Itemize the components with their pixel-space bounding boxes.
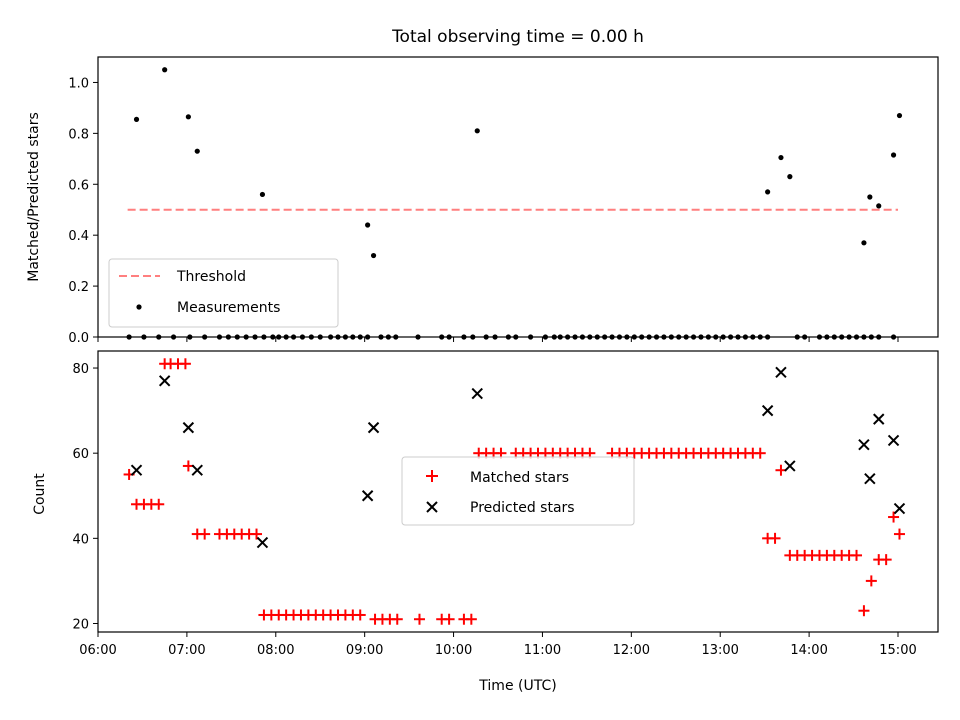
x-tick-label: 06:00 xyxy=(79,643,116,658)
measurement-point xyxy=(896,112,903,119)
matched-star-point xyxy=(443,613,455,625)
predicted-star-point xyxy=(864,473,876,485)
ratio-plot-area xyxy=(127,67,903,259)
legend-predicted-swatch xyxy=(426,501,438,513)
bottom-legend: Matched stars Predicted stars xyxy=(401,456,635,526)
x-tick-label: 11:00 xyxy=(524,643,561,658)
predicted-star-point xyxy=(873,413,885,425)
legend-matched-label: Matched stars xyxy=(470,470,569,486)
measurement-point xyxy=(259,191,266,198)
measurement-point xyxy=(787,174,793,180)
measurement-points xyxy=(133,67,903,259)
measurement-point xyxy=(861,240,867,246)
matched-star-point xyxy=(865,575,877,587)
predicted-star-point xyxy=(858,438,870,451)
bottom-y-axis-label: Count xyxy=(32,473,48,515)
predicted-star-point xyxy=(130,464,143,476)
matched-star-point xyxy=(413,613,425,625)
bottom-y-tick-label: 20 xyxy=(72,617,89,632)
top-legend: Threshold Measurements xyxy=(108,258,339,328)
top-legend-box xyxy=(108,258,339,328)
top-y-tick-label: 0.8 xyxy=(68,127,89,142)
measurement-point xyxy=(133,116,140,122)
measurement-point xyxy=(370,252,377,259)
x-tick-label: 13:00 xyxy=(701,643,738,658)
matched-star-point xyxy=(251,528,263,540)
predicted-star-point xyxy=(471,387,483,400)
legend-measurements-label: Measurements xyxy=(177,300,280,316)
predicted-star-point xyxy=(761,404,774,417)
matched-star-point xyxy=(888,511,900,523)
top-y-tick-label: 1.0 xyxy=(68,76,89,91)
legend-matched-swatch xyxy=(426,470,438,482)
legend-threshold-label: Threshold xyxy=(176,269,246,285)
top-y-ticks: 0.0 0.2 0.4 0.6 0.8 1.0 xyxy=(68,76,98,346)
top-y-tick-label: 0.2 xyxy=(68,280,89,295)
top-y-tick-label: 0.6 xyxy=(68,178,89,193)
matched-star-point xyxy=(153,498,165,510)
x-axis-label: Time (UTC) xyxy=(478,678,556,694)
predicted-star-point xyxy=(361,490,374,502)
matched-star-point xyxy=(465,613,477,625)
x-tick-label: 10:00 xyxy=(435,643,472,658)
measurement-point xyxy=(867,194,873,200)
matched-star-point xyxy=(880,554,892,566)
measurement-point xyxy=(185,114,191,120)
matched-star-point xyxy=(754,447,766,459)
legend-measurements-swatch xyxy=(136,304,142,310)
chart-title: Total observing time = 0.00 h xyxy=(391,27,644,47)
matched-stars-points xyxy=(123,358,905,625)
measurement-point xyxy=(162,67,168,73)
measurement-point xyxy=(765,189,771,195)
predicted-star-point xyxy=(191,464,203,476)
matched-star-point xyxy=(391,613,403,625)
x-tick-label: 14:00 xyxy=(790,643,827,658)
ratio-panel: 0.0 0.2 0.4 0.6 0.8 1.0 Matched/Predicted sta… xyxy=(26,56,939,346)
matched-star-point xyxy=(893,528,905,540)
measurement-point xyxy=(876,203,882,209)
legend-predicted-label: Predicted stars xyxy=(470,500,575,516)
predicted-star-point xyxy=(256,536,269,549)
measurement-point xyxy=(365,222,371,228)
matched-star-point xyxy=(858,605,870,617)
x-tick-label: 15:00 xyxy=(879,643,916,658)
count-plot-area xyxy=(123,358,906,625)
matched-star-point xyxy=(354,609,366,621)
x-tick-label: 12:00 xyxy=(613,643,650,658)
top-y-axis-label: Matched/Predicted stars xyxy=(26,112,42,282)
bottom-x-ticks: 06:00 07:00 08:00 09:00 10:00 11:00 12:00 13:00… xyxy=(79,632,917,658)
matched-star-point xyxy=(199,528,211,540)
top-axes-frame xyxy=(97,56,939,338)
predicted-star-point xyxy=(158,375,171,387)
predicted-star-point xyxy=(367,421,380,434)
predicted-star-point xyxy=(893,502,906,515)
matched-star-point xyxy=(851,549,863,561)
bottom-y-tick-label: 60 xyxy=(72,447,89,462)
measurement-point xyxy=(890,152,897,158)
count-panel: 20 40 60 80 06:00 07:00 08:00 09:00 10:00 11:00 1… xyxy=(32,350,939,694)
bottom-y-ticks: 20 40 60 80 xyxy=(72,362,98,632)
x-tick-label: 09:00 xyxy=(346,643,383,658)
x-tick-label: 08:00 xyxy=(257,643,294,658)
predicted-star-point xyxy=(887,434,900,447)
measurement-point xyxy=(194,148,200,154)
top-x-ticks xyxy=(97,337,899,342)
predicted-star-point xyxy=(784,460,796,472)
top-y-tick-label: 0.0 xyxy=(68,331,89,346)
bottom-legend-box xyxy=(401,456,635,526)
measurement-point xyxy=(474,128,480,134)
predicted-stars-points xyxy=(130,366,906,549)
bottom-y-tick-label: 80 xyxy=(72,362,89,377)
matched-star-point xyxy=(769,532,781,544)
bottom-y-tick-label: 40 xyxy=(72,532,89,547)
matched-star-point xyxy=(179,358,191,370)
top-y-tick-label: 0.4 xyxy=(68,229,89,244)
predicted-star-point xyxy=(182,421,195,434)
bottom-axes-frame xyxy=(97,350,939,633)
x-tick-label: 07:00 xyxy=(168,643,205,658)
predicted-star-point xyxy=(775,366,787,378)
measurement-point xyxy=(778,154,784,161)
